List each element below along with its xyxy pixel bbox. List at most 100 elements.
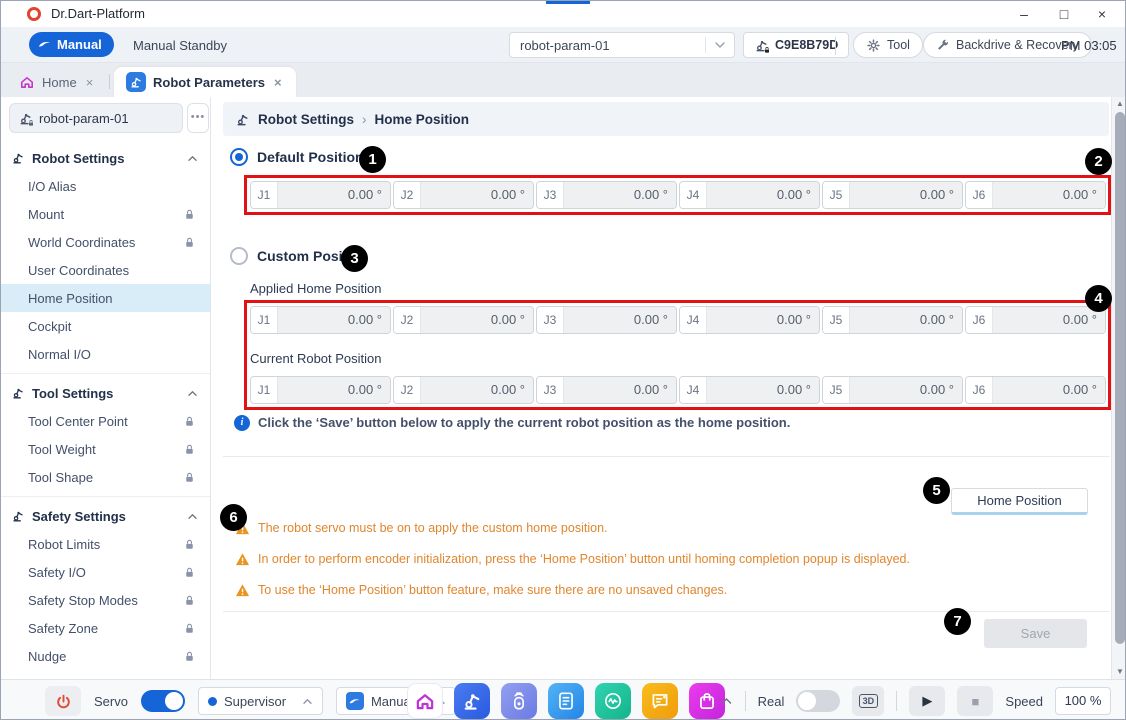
lock-icon: [183, 415, 196, 428]
joint-field-j1[interactable]: J1 0.00 °: [250, 181, 391, 209]
sidebar-profile[interactable]: robot-param-01: [9, 103, 183, 133]
chevron-up-icon: [187, 155, 198, 162]
joint-label: J4: [680, 182, 707, 208]
tab-home[interactable]: Home ×: [7, 67, 107, 97]
joint-field-j2[interactable]: J2 0.00 °: [393, 376, 534, 404]
sidebar-item-world-coordinates[interactable]: World Coordinates: [1, 228, 210, 256]
bottom-bar: Servo Supervisor Manual: [1, 679, 1125, 719]
joint-field-j5[interactable]: J5 0.00 °: [822, 376, 963, 404]
joint-label: J2: [394, 182, 421, 208]
sidebar-item-tool-shape[interactable]: Tool Shape: [1, 463, 210, 491]
dock-jog-app[interactable]: [501, 683, 537, 719]
warning-icon: [235, 521, 250, 536]
dock-expand-icon[interactable]: [720, 697, 733, 705]
warning-icon: [235, 583, 250, 598]
real-mode-toggle[interactable]: [796, 690, 841, 712]
joint-field-j4[interactable]: J4 0.00 °: [679, 181, 820, 209]
joint-field-j3[interactable]: J3 0.00 °: [536, 181, 677, 209]
joint-value: 0.00 °: [564, 377, 676, 403]
sidebar-item-normal-i-o[interactable]: Normal I/O: [28, 346, 91, 362]
maximize-button[interactable]: □: [1059, 6, 1069, 22]
breadcrumb-home-position: Home Position: [374, 111, 470, 127]
sidebar-item-tool-weight[interactable]: Tool Weight: [1, 435, 210, 463]
play-button[interactable]: ▶: [909, 686, 946, 716]
radio-unselected-icon[interactable]: [230, 247, 248, 265]
home-app-icon: [414, 690, 436, 712]
device-id-badge[interactable]: C9E8B79D: [743, 32, 850, 58]
custom-position-radio[interactable]: Custom Position: [230, 247, 368, 265]
default-position-radio[interactable]: Default Position: [230, 148, 364, 166]
chevron-up-icon: [302, 698, 313, 705]
joint-field-j6[interactable]: J6 0.00 °: [965, 306, 1106, 334]
joint-label: J1: [251, 182, 278, 208]
joint-value: 0.00 °: [707, 307, 819, 333]
role-status-dot: [207, 696, 217, 706]
dock-task-app[interactable]: [548, 683, 584, 719]
vertical-scrollbar[interactable]: ▲ ▼: [1111, 97, 1125, 679]
user-role-dropdown[interactable]: Supervisor: [197, 687, 323, 715]
joint-field-j1[interactable]: J1 0.00 °: [250, 306, 391, 334]
sidebar-item-cockpit[interactable]: Cockpit: [28, 318, 72, 334]
joint-field-j4[interactable]: J4 0.00 °: [679, 306, 820, 334]
joint-field-j1[interactable]: J1 0.00 °: [250, 376, 391, 404]
sidebar-group-safety-settings[interactable]: Safety Settings: [1, 502, 210, 530]
dock-log-app[interactable]: [642, 683, 678, 719]
breadcrumb-robot-settings[interactable]: Robot Settings: [258, 111, 354, 127]
joint-field-j6[interactable]: J6 0.00 °: [965, 376, 1106, 404]
robot-lock-icon: [18, 111, 33, 126]
joint-field-j6[interactable]: J6 0.00 °: [965, 181, 1106, 209]
scroll-up-icon[interactable]: ▲: [1116, 99, 1124, 108]
tab-robot-parameters[interactable]: Robot Parameters ×: [114, 67, 296, 97]
joint-field-j5[interactable]: J5 0.00 °: [822, 181, 963, 209]
home-position-button[interactable]: Home Position: [951, 488, 1088, 515]
sidebar-group-robot-settings[interactable]: Robot Settings: [1, 144, 210, 172]
close-tab-icon[interactable]: ×: [273, 74, 282, 90]
dock-store-app[interactable]: [689, 683, 725, 719]
robot-lock-icon: [754, 38, 769, 53]
sidebar-item-safety-stop-modes[interactable]: Safety Stop Modes: [1, 586, 210, 614]
viewer-3d-button[interactable]: 3D: [852, 686, 885, 716]
sidebar: robot-param-01 ••• Robot Settings I/O Ali…: [1, 97, 211, 679]
manual-mode-button[interactable]: Manual: [29, 32, 114, 57]
joint-field-j2[interactable]: J2 0.00 °: [393, 181, 534, 209]
sidebar-group-tool-settings[interactable]: Tool Settings: [1, 379, 210, 407]
sidebar-item-user-coordinates[interactable]: User Coordinates: [28, 262, 130, 278]
sidebar-item-safety-i-o[interactable]: Safety I/O: [1, 558, 210, 586]
dock-monitoring-app[interactable]: [595, 683, 631, 719]
speed-value[interactable]: 100 %: [1055, 687, 1111, 715]
sidebar-item-safety-zone[interactable]: Safety Zone: [1, 614, 210, 642]
sidebar-menu-button[interactable]: •••: [187, 103, 209, 133]
tool-button[interactable]: Tool: [853, 32, 923, 58]
applied-home-label: Applied Home Position: [250, 281, 382, 296]
joint-field-j3[interactable]: J3 0.00 °: [536, 376, 677, 404]
power-button[interactable]: [45, 686, 81, 716]
scrollbar-thumb[interactable]: [1115, 112, 1125, 644]
close-button[interactable]: ×: [1097, 6, 1107, 22]
minimize-button[interactable]: –: [1020, 6, 1028, 22]
sidebar-item-home-position[interactable]: Home Position: [1, 284, 210, 312]
sidebar-item-tool-center-point[interactable]: Tool Center Point: [1, 407, 210, 435]
sidebar-item-nudge[interactable]: Nudge: [1, 642, 210, 670]
close-tab-icon[interactable]: ×: [85, 74, 94, 90]
applied-home-joint-row: J1 0.00 ° J2 0.00 ° J3 0.00 ° J4 0.00 ° J5 0.00 °…: [250, 306, 1106, 334]
radio-selected-icon[interactable]: [230, 148, 248, 166]
stop-button[interactable]: ■: [957, 686, 994, 716]
sidebar-item-i-o-alias[interactable]: I/O Alias: [28, 178, 77, 194]
dock-home-app[interactable]: [407, 683, 443, 719]
servo-toggle[interactable]: [140, 690, 185, 712]
joint-field-j4[interactable]: J4 0.00 °: [679, 376, 820, 404]
joint-field-j5[interactable]: J5 0.00 °: [822, 306, 963, 334]
scroll-down-icon[interactable]: ▼: [1116, 667, 1124, 676]
joint-value: 0.00 °: [707, 182, 819, 208]
sidebar-item-robot-limits[interactable]: Robot Limits: [1, 530, 210, 558]
dock-robot-params-app[interactable]: [454, 683, 490, 719]
save-button[interactable]: Save: [984, 619, 1087, 648]
joint-field-j3[interactable]: J3 0.00 °: [536, 306, 677, 334]
default-position-joint-row: J1 0.00 ° J2 0.00 ° J3 0.00 ° J4 0.00 ° J5 0.00 °…: [250, 181, 1106, 209]
joint-label: J6: [966, 377, 993, 403]
backdrive-recovery-button[interactable]: Backdrive & Recovery: [923, 32, 1092, 58]
joint-value: 0.00 °: [850, 307, 962, 333]
profile-dropdown[interactable]: robot-param-01: [509, 32, 735, 58]
joint-field-j2[interactable]: J2 0.00 °: [393, 306, 534, 334]
sidebar-item-mount[interactable]: Mount: [1, 200, 210, 228]
